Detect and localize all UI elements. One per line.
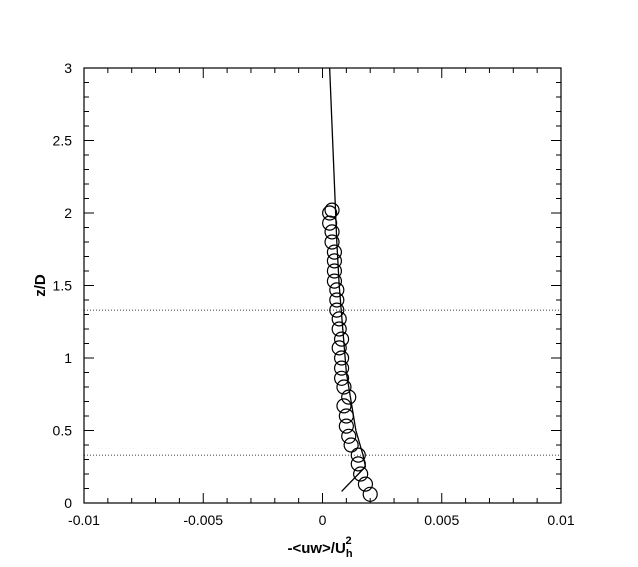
x-axis-title-superscript: 2: [346, 535, 352, 547]
x-tick-label: -0.005: [183, 512, 223, 528]
data-point: [329, 292, 345, 308]
y-tick-label: 2: [64, 205, 72, 221]
data-point: [333, 370, 350, 386]
x-tick-label: 0: [319, 512, 327, 528]
series-layer: [322, 67, 378, 502]
plot-frame: [83, 67, 562, 504]
data-point: [362, 486, 378, 502]
data-point: [331, 311, 347, 327]
data-point: [333, 331, 350, 347]
x-tick-label: 0.01: [547, 512, 574, 528]
data-point: [336, 398, 352, 414]
data-point: [326, 253, 343, 269]
x-tick-label: 0.005: [424, 512, 459, 528]
data-point: [324, 202, 340, 218]
data-point: [333, 350, 350, 366]
data-point: [326, 263, 343, 279]
data-point: [331, 321, 347, 337]
data-point: [329, 282, 345, 298]
data-point: [350, 456, 366, 472]
x-axis-title: -<uw>/Uh2: [287, 535, 352, 560]
reference-lines: [84, 309, 561, 456]
series-line: [329, 67, 367, 492]
data-point: [329, 302, 345, 318]
y-axis-title: z/D: [32, 274, 49, 297]
data-point: [324, 234, 340, 250]
y-tick-label: 0: [64, 495, 72, 511]
data-point: [353, 466, 369, 482]
data-point: [333, 360, 350, 376]
y-tick-label: 3: [64, 60, 72, 76]
y-tick-label: 1.5: [53, 278, 73, 294]
data-point: [343, 437, 359, 453]
x-tick-label: -0.01: [68, 512, 100, 528]
data-point: [331, 340, 347, 356]
data-point: [350, 447, 366, 463]
data-point: [324, 224, 340, 240]
x-axis-title-subscript: h: [346, 548, 353, 560]
data-point: [338, 408, 354, 424]
y-tick-label: 2.5: [53, 133, 73, 149]
axis-ticks: [83, 67, 562, 504]
data-point: [326, 244, 343, 260]
data-point: [357, 476, 374, 492]
data-point: [338, 418, 354, 434]
data-point: [336, 379, 352, 395]
data-point: [322, 205, 338, 221]
tick-labels: -0.01 -0.005 0 0.005 0.01 0 0.5 1 1.5 2 2.5 3: [53, 60, 575, 528]
y-tick-label: 0.5: [53, 423, 73, 439]
data-point: [341, 428, 357, 444]
y-tick-label: 1: [64, 350, 72, 366]
data-point: [326, 273, 343, 289]
data-point: [341, 389, 357, 405]
